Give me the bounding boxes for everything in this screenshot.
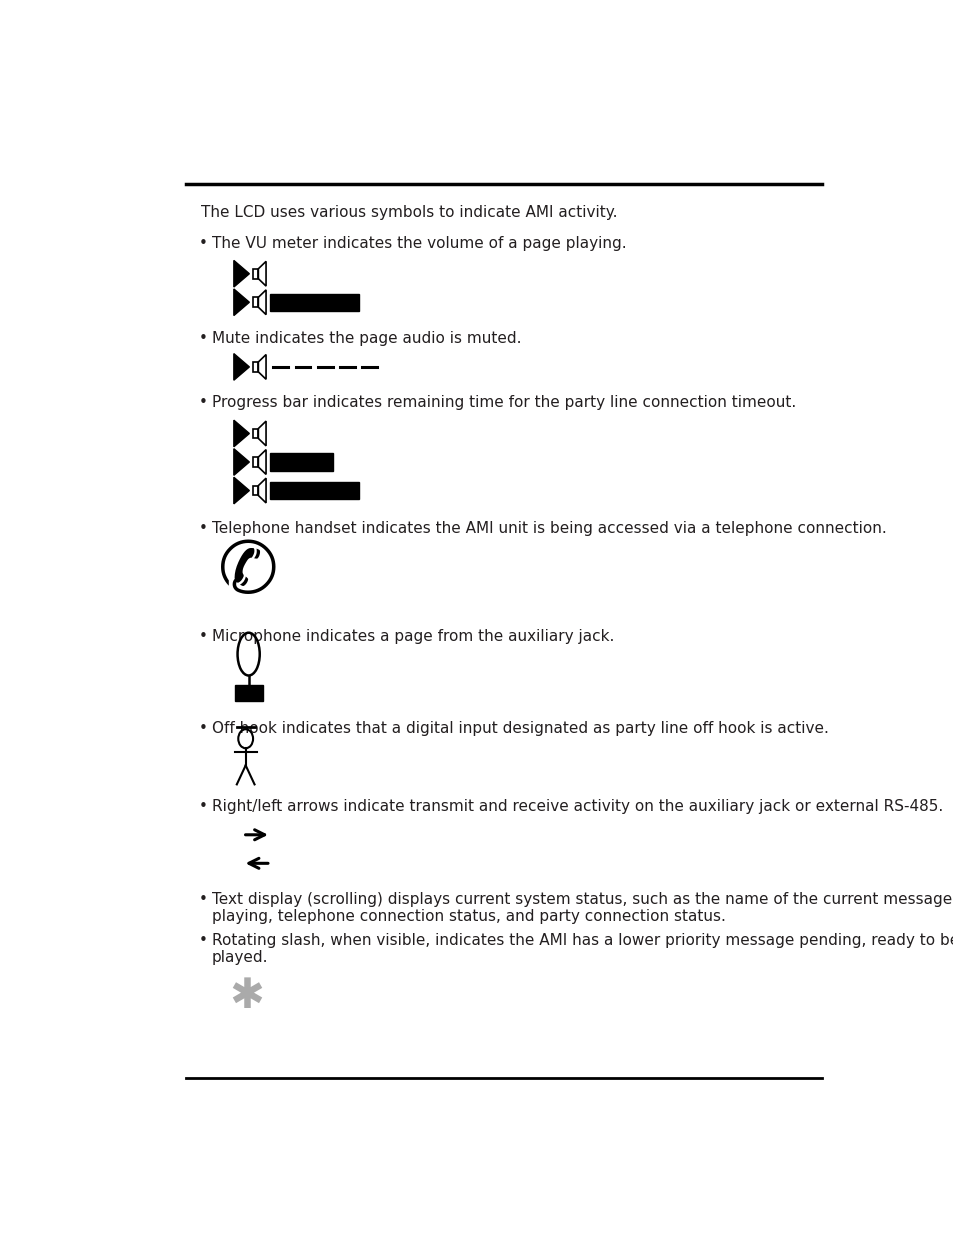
- Bar: [271, 294, 359, 311]
- Text: Right/left arrows indicate transmit and receive activity on the auxiliary jack o: Right/left arrows indicate transmit and …: [212, 799, 942, 814]
- Polygon shape: [253, 429, 258, 438]
- Polygon shape: [253, 457, 258, 467]
- Text: played.: played.: [212, 950, 268, 965]
- Text: Mute indicates the page audio is muted.: Mute indicates the page audio is muted.: [212, 331, 520, 346]
- Text: •: •: [198, 892, 207, 906]
- Polygon shape: [253, 298, 258, 308]
- Text: Text display (scrolling) displays current system status, such as the name of the: Text display (scrolling) displays curren…: [212, 892, 951, 906]
- Text: Microphone indicates a page from the auxiliary jack.: Microphone indicates a page from the aux…: [212, 629, 614, 643]
- Text: •: •: [198, 236, 207, 251]
- Polygon shape: [233, 289, 249, 316]
- Text: The LCD uses various symbols to indicate AMI activity.: The LCD uses various symbols to indicate…: [200, 205, 617, 220]
- Text: ✆: ✆: [218, 538, 278, 608]
- Text: ✱: ✱: [230, 976, 264, 1018]
- Polygon shape: [258, 478, 266, 503]
- Text: Progress bar indicates remaining time for the party line connection timeout.: Progress bar indicates remaining time fo…: [212, 395, 795, 410]
- Polygon shape: [258, 290, 266, 315]
- Polygon shape: [233, 353, 249, 380]
- Text: •: •: [198, 799, 207, 814]
- Text: Off hook indicates that a digital input designated as party line off hook is act: Off hook indicates that a digital input …: [212, 721, 827, 736]
- Text: Telephone handset indicates the AMI unit is being accessed via a telephone conne: Telephone handset indicates the AMI unit…: [212, 521, 885, 536]
- Text: Rotating slash, when visible, indicates the AMI has a lower priority message pen: Rotating slash, when visible, indicates …: [212, 932, 953, 947]
- Bar: [234, 685, 262, 700]
- Polygon shape: [233, 448, 249, 475]
- Text: The VU meter indicates the volume of a page playing.: The VU meter indicates the volume of a p…: [212, 236, 625, 251]
- Polygon shape: [233, 420, 249, 447]
- Text: •: •: [198, 629, 207, 643]
- Polygon shape: [233, 261, 249, 287]
- Polygon shape: [233, 477, 249, 504]
- Bar: [271, 453, 333, 471]
- Polygon shape: [253, 485, 258, 495]
- Polygon shape: [258, 450, 266, 474]
- Polygon shape: [253, 269, 258, 279]
- Polygon shape: [258, 421, 266, 446]
- Text: •: •: [198, 932, 207, 947]
- Polygon shape: [258, 262, 266, 287]
- Text: •: •: [198, 331, 207, 346]
- Polygon shape: [253, 362, 258, 372]
- Text: playing, telephone connection status, and party connection status.: playing, telephone connection status, an…: [212, 909, 725, 924]
- Text: •: •: [198, 395, 207, 410]
- Text: •: •: [198, 721, 207, 736]
- Polygon shape: [258, 354, 266, 379]
- Bar: [271, 482, 359, 499]
- Text: •: •: [198, 521, 207, 536]
